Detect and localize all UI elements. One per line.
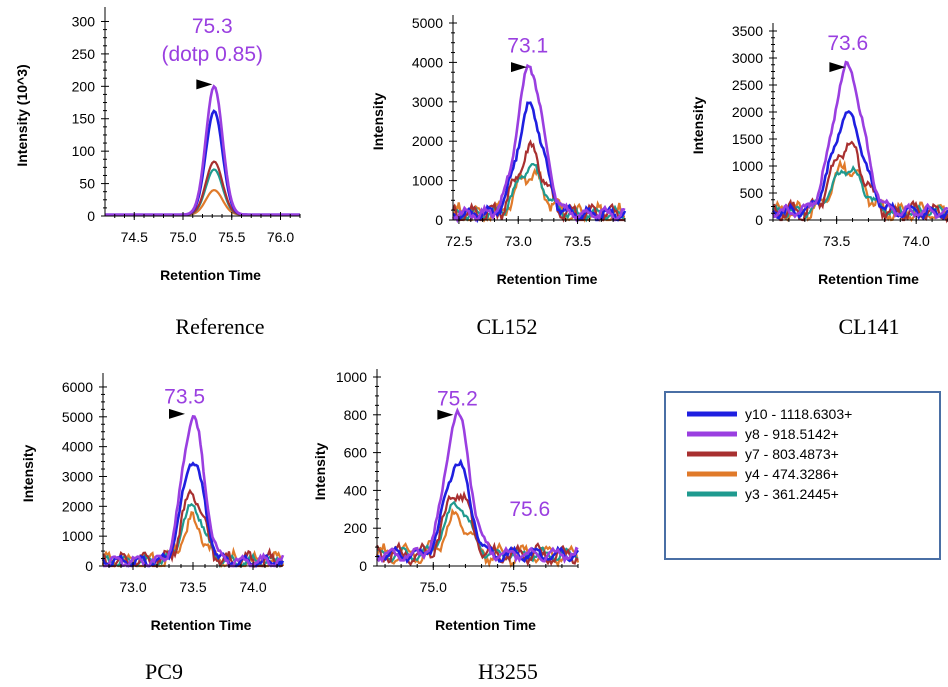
x-axis-label: Retention Time <box>435 617 536 633</box>
y-tick-label: 5000 <box>412 15 443 31</box>
x-axis-label: Retention Time <box>160 267 261 283</box>
y-tick-label: 3500 <box>732 23 763 39</box>
chart-cl152: 0 1000 2000 3000 4000 5000 72.5 73.0 73.5 Retenti… <box>370 15 627 287</box>
chart-pc9: 0 1000 2000 3000 4000 5000 6000 73.0 73.5 74.0 Ret… <box>20 373 285 633</box>
peak-annotation: 75.3 <box>192 15 233 38</box>
x-tick-label: 75.0 <box>169 229 196 245</box>
series-y8-line <box>771 60 948 220</box>
series-y10-line <box>452 101 627 224</box>
y-tick-label: 4000 <box>412 54 443 70</box>
peak-marker-icon <box>196 79 213 90</box>
x-tick-label: 73.5 <box>823 233 850 249</box>
x-axis-label: Retention Time <box>497 271 598 287</box>
series-y8-line <box>451 63 626 224</box>
y-tick-label: 0 <box>87 208 95 224</box>
y-axis-label: Intensity <box>690 97 706 155</box>
y-axis-label: Intensity <box>370 93 386 151</box>
legend: y10 - 1118.6303+ y8 - 918.5142+ y7 - 803… <box>664 391 941 560</box>
series-y10-line <box>771 110 948 221</box>
y-tick-label: 800 <box>344 407 368 423</box>
y-tick-label: 0 <box>85 558 93 574</box>
y-tick-label: 500 <box>740 185 764 201</box>
x-tick-label: 74.0 <box>239 579 266 595</box>
y-tick-label: 0 <box>755 212 763 228</box>
caption-cl141: CL141 <box>838 314 899 339</box>
y-tick-label: 3000 <box>412 94 443 110</box>
y-tick-label: 1000 <box>412 173 443 189</box>
x-tick-label: 75.5 <box>500 579 527 595</box>
y-tick-label: 0 <box>359 558 367 574</box>
chart-cl141: 0 500 1000 1500 2000 2500 3000 3500 73.5 74.0 Rete… <box>690 23 948 287</box>
chart-reference: 0 50 100 150 200 250 300 74.5 75.0 75.5 76.0 Retent… <box>14 7 301 283</box>
series-y7-line <box>375 490 579 567</box>
legend-label-y8: y8 - 918.5142+ <box>745 426 839 442</box>
chart-h3255: 0 200 400 600 800 1000 75.0 75.5 Retention Time I… <box>312 369 580 633</box>
y-tick-label: 200 <box>72 78 96 94</box>
peak-annotation: 73.6 <box>827 32 868 55</box>
y-tick-label: 200 <box>344 520 368 536</box>
y-tick-label: 2000 <box>62 498 93 514</box>
legend-label-y7: y7 - 803.4873+ <box>745 446 839 462</box>
x-tick-label: 74.0 <box>903 233 930 249</box>
y-tick-label: 2500 <box>732 77 763 93</box>
y-tick-label: 2000 <box>732 104 763 120</box>
series-y8-line <box>103 414 285 568</box>
x-tick-label: 73.5 <box>564 233 591 249</box>
y-tick-label: 3000 <box>732 50 763 66</box>
y-tick-label: 3000 <box>62 468 93 484</box>
x-tick-label: 73.5 <box>179 579 206 595</box>
y-tick-label: 100 <box>72 143 96 159</box>
legend-label-y4: y4 - 474.3286+ <box>745 466 839 482</box>
caption-pc9: PC9 <box>145 659 183 684</box>
y-axis-label: Intensity (10^3) <box>14 64 30 166</box>
peak-marker-icon <box>169 408 185 419</box>
y-tick-label: 6000 <box>62 379 93 395</box>
x-tick-label: 75.5 <box>218 229 245 245</box>
x-tick-label: 74.5 <box>121 229 148 245</box>
x-tick-label: 76.0 <box>267 229 294 245</box>
legend-label-y3: y3 - 361.2445+ <box>745 486 839 502</box>
peak-annotation-secondary: 75.6 <box>509 498 550 521</box>
x-axis-label: Retention Time <box>151 617 252 633</box>
legend-label-y10: y10 - 1118.6303+ <box>745 406 852 422</box>
caption-h3255: H3255 <box>478 659 538 684</box>
y-tick-label: 300 <box>72 13 96 29</box>
x-tick-label: 75.0 <box>420 579 447 595</box>
peak-annotation: 75.2 <box>437 387 478 410</box>
y-tick-label: 1000 <box>62 528 93 544</box>
y-axis-label: Intensity <box>20 445 36 503</box>
y-tick-label: 400 <box>344 482 368 498</box>
peak-marker-icon <box>437 409 454 420</box>
peak-annotation-secondary: (dotp 0.85) <box>161 43 263 66</box>
y-tick-label: 4000 <box>62 439 93 455</box>
peak-marker-icon <box>829 62 846 73</box>
series-y8-line <box>105 84 300 216</box>
series-y4-line <box>101 511 285 568</box>
y-axis-label: Intensity <box>312 443 328 501</box>
caption-cl152: CL152 <box>476 314 537 339</box>
x-tick-label: 72.5 <box>445 233 472 249</box>
y-tick-label: 0 <box>435 212 443 228</box>
series-y8-line <box>376 407 579 564</box>
y-tick-label: 50 <box>79 176 95 192</box>
peak-annotation: 73.5 <box>164 385 205 408</box>
y-tick-label: 150 <box>72 111 96 127</box>
x-axis-label: Retention Time <box>818 271 919 287</box>
peak-annotation: 73.1 <box>507 35 548 58</box>
y-tick-label: 1500 <box>732 131 763 147</box>
y-tick-label: 1000 <box>732 158 763 174</box>
y-tick-label: 1000 <box>336 369 367 385</box>
y-tick-label: 600 <box>344 445 368 461</box>
x-tick-label: 73.0 <box>505 233 532 249</box>
y-tick-label: 5000 <box>62 409 93 425</box>
y-tick-label: 2000 <box>412 133 443 149</box>
y-tick-label: 250 <box>72 46 96 62</box>
peak-marker-icon <box>510 62 527 73</box>
caption-reference: Reference <box>175 314 264 339</box>
x-tick-label: 73.0 <box>119 579 146 595</box>
